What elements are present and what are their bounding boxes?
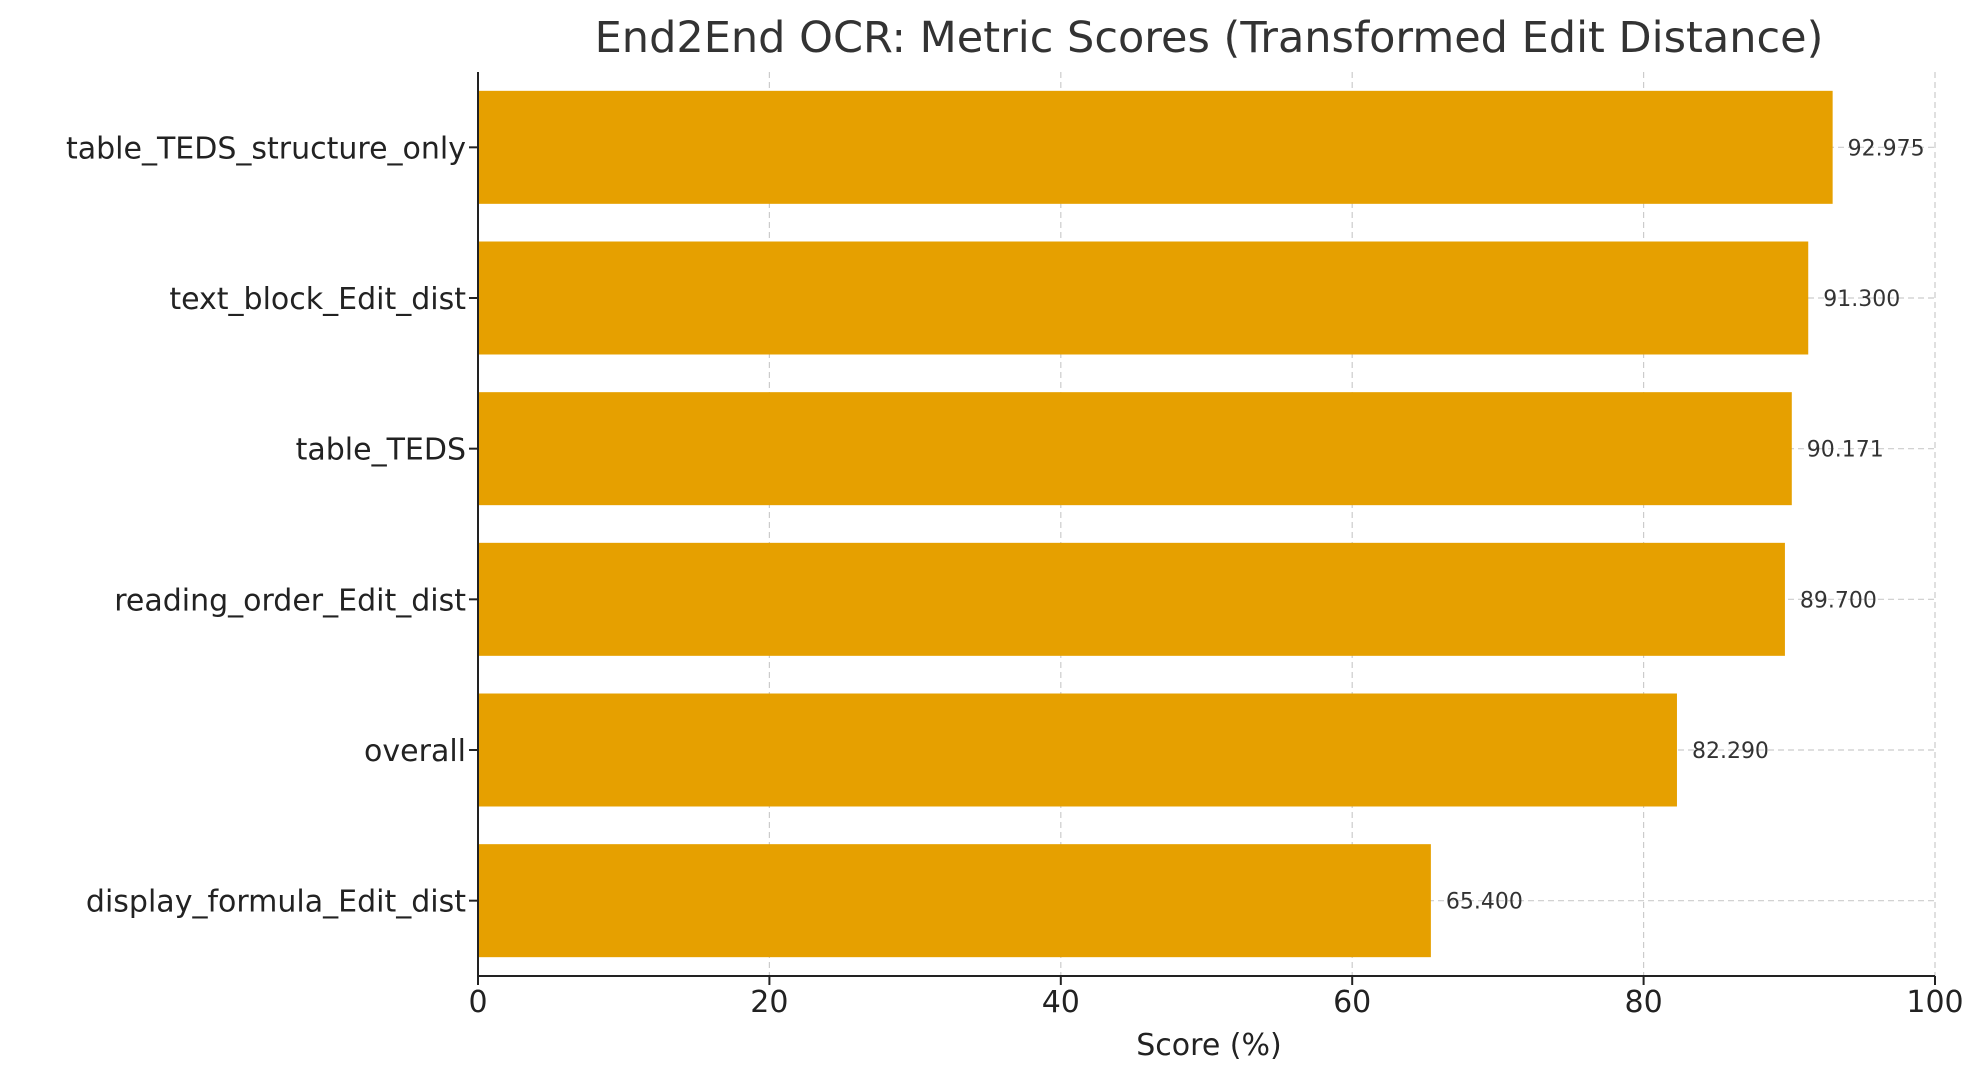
bar-value-label: 89.700	[1800, 588, 1877, 613]
category-label: display_formula_Edit_dist	[86, 885, 466, 920]
axis-layer: 0 20 40 60 80 100 table_TEDS_structure_onlytex…	[66, 72, 1964, 1020]
bar	[478, 241, 1809, 355]
x-tick-label: 60	[1333, 985, 1371, 1020]
bar-value-label: 82.290	[1692, 739, 1769, 764]
category-label: table_TEDS_structure_only	[66, 131, 466, 166]
category-label: overall	[364, 734, 466, 769]
bar	[478, 90, 1833, 204]
x-tick-label: 40	[1042, 985, 1080, 1020]
x-axis-label: Score (%)	[1136, 1028, 1281, 1063]
bar-layer: 92.975 91.300 90.171 89.700 82.290 65.400	[478, 90, 1925, 958]
category-label: text_block_Edit_dist	[169, 282, 466, 317]
bar-value-label: 91.300	[1823, 287, 1900, 312]
category-label: reading_order_Edit_dist	[114, 583, 466, 618]
bar-value-label: 65.400	[1446, 890, 1523, 915]
bar-value-label: 90.171	[1807, 438, 1884, 463]
bar-value-label: 92.975	[1848, 136, 1925, 161]
grid-layer	[477, 72, 1936, 976]
bar	[478, 693, 1677, 807]
x-tick-label: 20	[750, 985, 788, 1020]
x-tick-label: 80	[1625, 985, 1663, 1020]
x-tick-label: 0	[468, 985, 487, 1020]
bar	[478, 392, 1792, 506]
chart-title: End2End OCR: Metric Scores (Transformed …	[595, 13, 1824, 63]
bar	[478, 542, 1785, 656]
bar	[478, 844, 1431, 958]
x-tick-label: 100	[1906, 985, 1963, 1020]
category-label: table_TEDS	[296, 433, 466, 468]
